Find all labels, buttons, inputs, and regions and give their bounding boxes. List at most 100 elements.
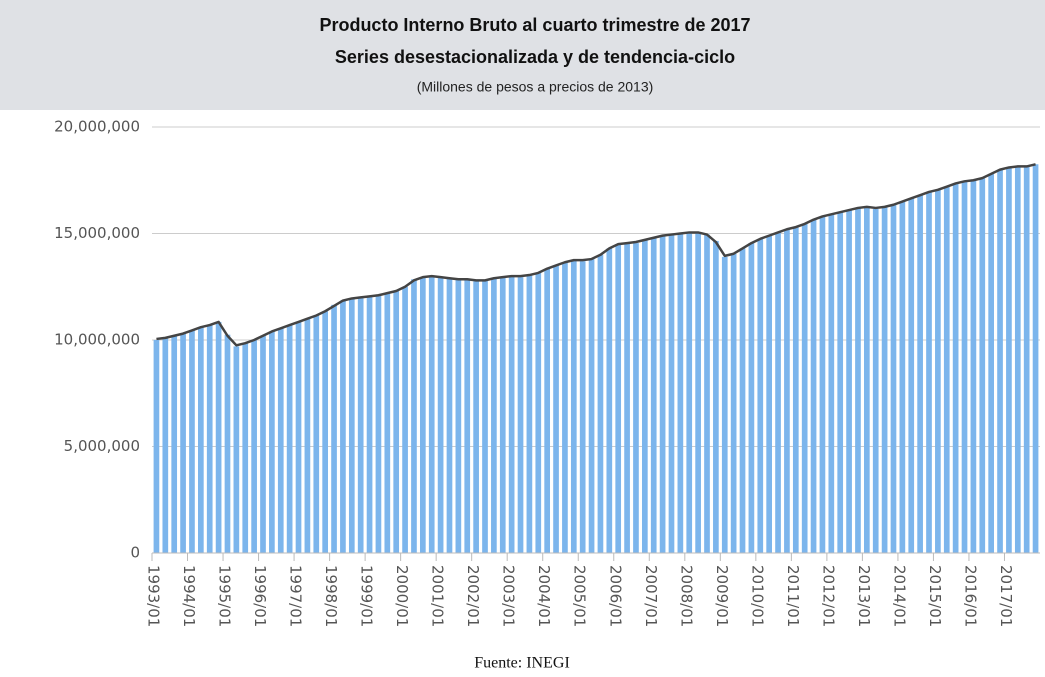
bar (926, 191, 932, 553)
bar (633, 243, 639, 553)
bar (713, 240, 719, 553)
bar (597, 254, 604, 554)
bar (224, 334, 231, 553)
header-band (0, 0, 1045, 110)
bar (846, 210, 852, 553)
bar (828, 214, 835, 553)
bar (295, 321, 302, 553)
bar (668, 234, 675, 553)
y-tick-label: 20,000,000 (54, 118, 140, 136)
bar (686, 232, 693, 553)
bar (269, 331, 275, 553)
bar (952, 183, 959, 553)
bar (766, 235, 773, 553)
bar (508, 276, 515, 553)
x-tick-label: 2002/01 (464, 565, 482, 627)
bar (180, 333, 186, 553)
x-tick-label: 2003/01 (500, 565, 518, 627)
bar (908, 198, 915, 554)
bar (437, 277, 444, 553)
bar (730, 253, 737, 554)
bar (810, 219, 817, 553)
bar (215, 321, 222, 553)
bar (748, 243, 755, 553)
bar (304, 318, 311, 553)
bar (286, 325, 293, 553)
x-tick-label: 1993/01 (145, 565, 163, 627)
chart-title: Producto Interno Bruto al cuarto trimest… (319, 15, 750, 35)
bar (233, 346, 240, 553)
bar (402, 286, 408, 553)
bar (570, 260, 577, 553)
y-tick-label: 10,000,000 (54, 331, 140, 349)
source-note: Fuente: INEGI (474, 655, 570, 672)
bar (517, 277, 524, 553)
x-tick-label: 2000/01 (393, 565, 411, 627)
bar (562, 262, 568, 553)
bar (340, 300, 346, 553)
bar (544, 268, 551, 553)
bar (526, 275, 533, 553)
x-tick-label: 2005/01 (571, 565, 589, 627)
bar (739, 248, 746, 553)
bar (411, 279, 417, 553)
bar (171, 335, 178, 553)
bar (189, 330, 195, 553)
bar (961, 181, 968, 553)
bar (819, 216, 826, 553)
x-tick-label: 2015/01 (926, 565, 944, 627)
y-tick-label: 0 (130, 544, 140, 562)
x-tick-label: 2016/01 (961, 565, 979, 627)
bar (988, 173, 995, 554)
bar (446, 278, 453, 553)
bar (1032, 164, 1039, 553)
bar (313, 315, 320, 553)
bar (384, 293, 391, 553)
bar (899, 201, 906, 554)
bar (837, 212, 844, 553)
bar (579, 261, 586, 553)
bar (784, 229, 790, 554)
bar (872, 209, 879, 553)
bar (260, 335, 266, 553)
y-tick-label: 15,000,000 (54, 224, 140, 242)
bar (1006, 167, 1012, 553)
bar (242, 343, 249, 553)
bar (615, 244, 622, 553)
x-tick-label: 1996/01 (251, 565, 269, 627)
bar (419, 277, 426, 553)
bar (464, 280, 471, 553)
bar (1023, 166, 1030, 553)
x-tick-label: 2006/01 (606, 565, 624, 627)
bar (375, 295, 382, 553)
x-tick-label: 2013/01 (855, 565, 873, 627)
bar (1014, 167, 1021, 553)
x-tick-label: 2008/01 (677, 565, 695, 627)
bar (997, 169, 1003, 553)
x-tick-label: 2010/01 (748, 565, 766, 627)
bar (206, 325, 213, 553)
units-note: (Millones de pesos a precios de 2013) (417, 79, 654, 95)
bar (473, 281, 479, 553)
x-tick-label: 2014/01 (890, 565, 908, 627)
y-tick-label: 5,000,000 (64, 437, 140, 455)
bar (428, 277, 435, 553)
bar (935, 189, 941, 553)
x-tick-label: 1998/01 (322, 565, 340, 627)
bar (979, 178, 986, 553)
bar (197, 327, 204, 553)
bar (970, 180, 977, 553)
x-tick-label: 1995/01 (216, 565, 234, 627)
x-tick-label: 1994/01 (180, 565, 198, 627)
bar (162, 337, 169, 553)
bar (322, 311, 329, 553)
x-tick-label: 2017/01 (997, 565, 1015, 627)
bar (792, 227, 799, 554)
bar (499, 277, 506, 553)
bar (393, 291, 400, 553)
bar (366, 296, 373, 553)
bar (482, 280, 488, 553)
bar (606, 248, 613, 553)
x-tick-label: 2007/01 (642, 565, 660, 627)
